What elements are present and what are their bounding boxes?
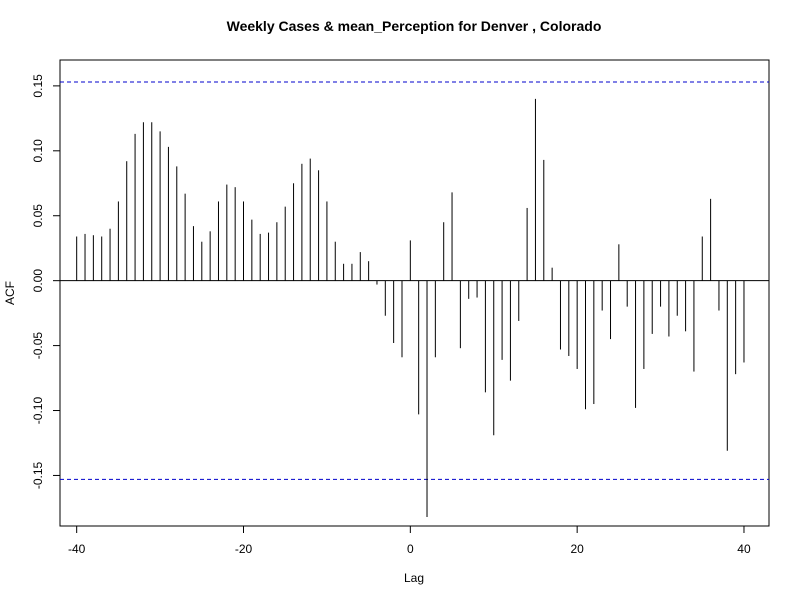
y-tick-label: -0.15 [31,461,45,489]
confidence-bounds [60,81,769,480]
x-tick-label: 40 [737,542,751,556]
x-tick-label: -40 [68,542,86,556]
y-tick-label: 0.10 [31,139,45,163]
y-tick-label: 0.00 [31,269,45,293]
plot-frame [59,59,770,527]
y-tick-label: -0.10 [31,397,45,425]
chart-title: Weekly Cases & mean_Perception for Denve… [227,18,602,34]
x-axis: -40 -20 0 20 40 [68,525,751,556]
x-tick-label: 0 [407,542,414,556]
y-tick-label: 0.15 [31,74,45,98]
acf-bars [76,98,745,517]
y-axis-label: ACF [3,281,17,305]
x-tick-label: -20 [235,542,253,556]
y-tick-label: -0.05 [31,332,45,360]
x-axis-label: Lag [404,571,424,585]
x-tick-label: 20 [570,542,584,556]
y-tick-label: 0.05 [31,204,45,228]
y-axis: -0.15 -0.10 -0.05 0.00 0.05 0.10 0.15 [31,74,61,489]
